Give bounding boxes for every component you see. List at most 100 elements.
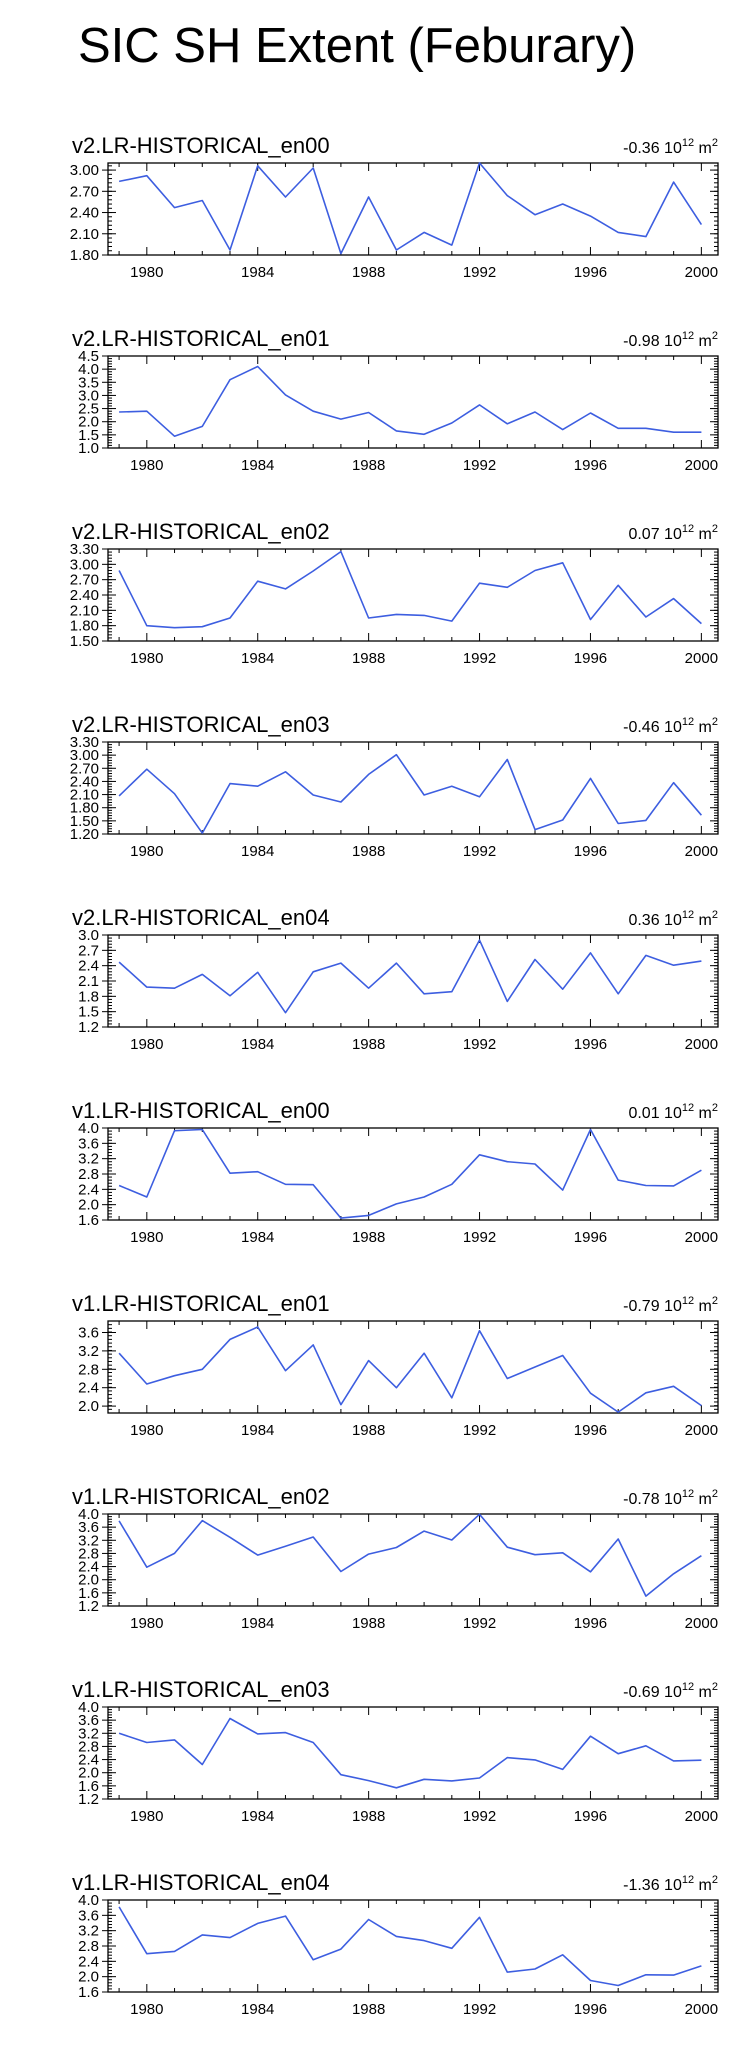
x-tick-label: 2000 xyxy=(685,1229,718,1246)
panel-title: v2.LR-HISTORICAL_en01 xyxy=(72,326,330,351)
y-tick-label: 2.4 xyxy=(78,1953,99,1970)
x-tick-label: 1996 xyxy=(574,1422,607,1439)
panel-title: v1.LR-HISTORICAL_en01 xyxy=(72,1291,330,1316)
x-tick-label: 1988 xyxy=(352,264,385,281)
trend-label: 0.36 1012 m2 xyxy=(628,909,718,929)
x-tick-label: 1996 xyxy=(574,457,607,474)
y-tick-label: 2.10 xyxy=(70,602,99,619)
y-tick-label: 2.40 xyxy=(70,773,99,790)
y-tick-label: 4.0 xyxy=(78,1699,99,1716)
x-tick-label: 1984 xyxy=(241,843,274,860)
y-tick-label: 1.8 xyxy=(78,988,99,1005)
y-tick-label: 2.0 xyxy=(78,1969,99,1986)
trend-label-part: 2 xyxy=(712,1681,718,1693)
y-tick-label: 1.5 xyxy=(78,1004,99,1021)
y-tick-label: 4.0 xyxy=(78,1892,99,1909)
trend-label-part: 12 xyxy=(682,330,694,342)
x-tick-label: 2000 xyxy=(685,1615,718,1632)
trend-label-part: 12 xyxy=(682,523,694,535)
chart-panel-1: v2.LR-HISTORICAL_en00 -0.36 1012 m2 1980 19… xyxy=(70,133,719,281)
y-tick-label: 1.50 xyxy=(70,813,99,830)
trend-label: -0.79 1012 m2 xyxy=(623,1295,718,1315)
trend-label: -0.36 1012 m2 xyxy=(623,137,718,157)
y-tick-label: 2.0 xyxy=(78,1398,99,1415)
y-tick-label: 2.70 xyxy=(70,183,99,200)
y-tick-label: 3.2 xyxy=(78,1343,99,1360)
y-tick-label: 2.40 xyxy=(70,587,99,604)
trend-label-part: -1.36 10 xyxy=(623,1877,682,1894)
y-tick-label: 3.5 xyxy=(78,374,99,391)
y-tick-label: 1.5 xyxy=(78,427,99,444)
trend-label-part: 2 xyxy=(712,909,718,921)
y-tick-label: 3.6 xyxy=(78,1907,99,1924)
x-tick-label: 1992 xyxy=(463,1422,496,1439)
x-tick-label: 2000 xyxy=(685,457,718,474)
trend-label: 0.07 1012 m2 xyxy=(628,523,718,543)
trend-label: 0.01 1012 m2 xyxy=(628,1102,718,1122)
x-tick-label: 1988 xyxy=(352,650,385,667)
chart-panel-7: v1.LR-HISTORICAL_en01 -0.79 1012 m2 1980 19… xyxy=(72,1291,719,1439)
x-tick-label: 1980 xyxy=(130,264,163,281)
series-line xyxy=(118,939,702,1014)
y-tick-label: 3.6 xyxy=(78,1712,99,1729)
chart-panel-5: v2.LR-HISTORICAL_en04 0.36 1012 m2 1980 198… xyxy=(72,905,719,1053)
trend-label-part: m xyxy=(694,1877,712,1894)
x-tick-label: 1980 xyxy=(130,1808,163,1825)
trend-label-part: m xyxy=(694,1298,712,1315)
y-tick-label: 4.0 xyxy=(78,1506,99,1523)
trend-label: -0.98 1012 m2 xyxy=(623,330,718,350)
trend-label-part: m xyxy=(694,719,712,736)
trend-label-part: 2 xyxy=(712,1102,718,1114)
trend-label-part: -0.36 10 xyxy=(623,140,682,157)
chart-panel-3: v2.LR-HISTORICAL_en02 0.07 1012 m2 1980 198… xyxy=(70,519,719,667)
y-tick-label: 1.6 xyxy=(78,1984,99,2001)
y-tick-label: 2.8 xyxy=(78,1738,99,1755)
trend-label-part: -0.79 10 xyxy=(623,1298,682,1315)
y-tick-label: 2.5 xyxy=(78,401,99,418)
trend-label-part: 2 xyxy=(712,1295,718,1307)
x-tick-label: 1984 xyxy=(241,1036,274,1053)
trend-label-part: 12 xyxy=(682,1488,694,1500)
x-tick-label: 1980 xyxy=(130,1615,163,1632)
y-tick-label: 2.70 xyxy=(70,572,99,589)
series-line xyxy=(118,1906,702,1987)
y-tick-label: 3.2 xyxy=(78,1532,99,1549)
trend-label-part: 2 xyxy=(712,1488,718,1500)
x-tick-label: 1984 xyxy=(241,1229,274,1246)
x-tick-label: 1992 xyxy=(463,1615,496,1632)
panel-title: v1.LR-HISTORICAL_en00 xyxy=(72,1098,330,1123)
y-tick-label: 1.20 xyxy=(70,826,99,843)
x-tick-label: 2000 xyxy=(685,1036,718,1053)
trend-label-part: -0.98 10 xyxy=(623,333,682,350)
x-tick-label: 1984 xyxy=(241,264,274,281)
x-tick-label: 1992 xyxy=(463,2001,496,2018)
x-tick-label: 1984 xyxy=(241,457,274,474)
x-tick-label: 2000 xyxy=(685,650,718,667)
y-tick-label: 3.2 xyxy=(78,1923,99,1940)
trend-label-part: m xyxy=(694,912,712,929)
x-tick-label: 1992 xyxy=(463,1036,496,1053)
y-tick-label: 3.00 xyxy=(70,556,99,573)
x-tick-label: 1988 xyxy=(352,2001,385,2018)
y-tick-label: 1.50 xyxy=(70,633,99,650)
y-tick-label: 3.0 xyxy=(78,927,99,944)
y-tick-label: 2.8 xyxy=(78,1361,99,1378)
y-tick-label: 2.4 xyxy=(78,1181,99,1198)
trend-label-part: 12 xyxy=(682,716,694,728)
panel-title: v2.LR-HISTORICAL_en04 xyxy=(72,905,330,930)
plot-frame xyxy=(107,1513,719,1607)
y-tick-label: 2.4 xyxy=(78,1559,99,1576)
x-tick-label: 2000 xyxy=(685,264,718,281)
y-tick-label: 3.6 xyxy=(78,1325,99,1342)
series-line xyxy=(118,550,702,629)
plot-frame xyxy=(107,1320,719,1414)
y-tick-label: 2.4 xyxy=(78,958,99,975)
page-title: SIC SH Extent (Feburary) xyxy=(78,19,637,73)
y-tick-label: 2.0 xyxy=(78,1197,99,1214)
x-tick-label: 1980 xyxy=(130,457,163,474)
x-tick-label: 1996 xyxy=(574,843,607,860)
x-tick-label: 1992 xyxy=(463,264,496,281)
trend-label: -0.69 1012 m2 xyxy=(623,1681,718,1701)
chart-panel-4: v2.LR-HISTORICAL_en03 -0.46 1012 m2 1980 19… xyxy=(70,712,719,860)
